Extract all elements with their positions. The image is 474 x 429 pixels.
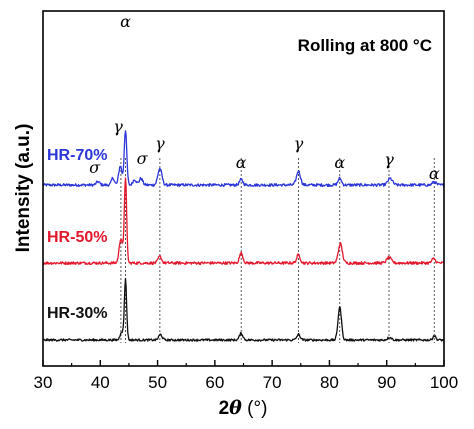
phase-label: γ xyxy=(113,117,123,136)
series-lines xyxy=(42,130,445,342)
series-labels: HR-70% HR-50% HR-30% xyxy=(47,147,107,322)
phase-label: γ xyxy=(155,134,165,153)
x-axis-title-unit: (°) xyxy=(242,398,268,419)
x-axis-ticks xyxy=(42,360,445,366)
x-tick-label: 80 xyxy=(320,373,339,392)
x-tick-label: 50 xyxy=(148,373,167,392)
phase-label: α xyxy=(236,153,247,172)
phase-label: γ xyxy=(294,134,304,153)
series-line xyxy=(42,130,445,188)
x-tick-label: 100 xyxy=(430,373,458,392)
phase-label: σ xyxy=(89,158,101,177)
y-axis-title: Intensity (a.u.) xyxy=(13,124,34,253)
x-tick-label: 70 xyxy=(263,373,282,392)
chart-title: Rolling at 800 °C xyxy=(298,36,432,55)
series-line xyxy=(42,177,445,266)
x-axis-title-symbol: θ xyxy=(229,397,242,419)
phase-label: α xyxy=(334,153,345,172)
x-tick-label: 60 xyxy=(205,373,224,392)
phase-label: σ xyxy=(137,149,149,168)
series-name-label: HR-50% xyxy=(47,229,107,246)
series-name-label: HR-30% xyxy=(47,305,107,322)
phase-label: γ xyxy=(384,150,394,169)
x-tick-label: 30 xyxy=(34,373,53,392)
series-line xyxy=(42,277,445,342)
x-tick-label: 90 xyxy=(377,373,396,392)
x-axis-tick-labels: 30 40 50 60 70 80 90 100 xyxy=(34,373,459,392)
reference-lines xyxy=(120,158,435,343)
x-axis-title-prefix: 2 xyxy=(219,398,230,419)
phase-label: α xyxy=(120,12,131,31)
phase-label: α xyxy=(429,164,440,183)
x-axis-title: 2θ (°) xyxy=(219,397,268,419)
x-tick-label: 40 xyxy=(91,373,110,392)
series-name-label: HR-70% xyxy=(47,147,107,164)
